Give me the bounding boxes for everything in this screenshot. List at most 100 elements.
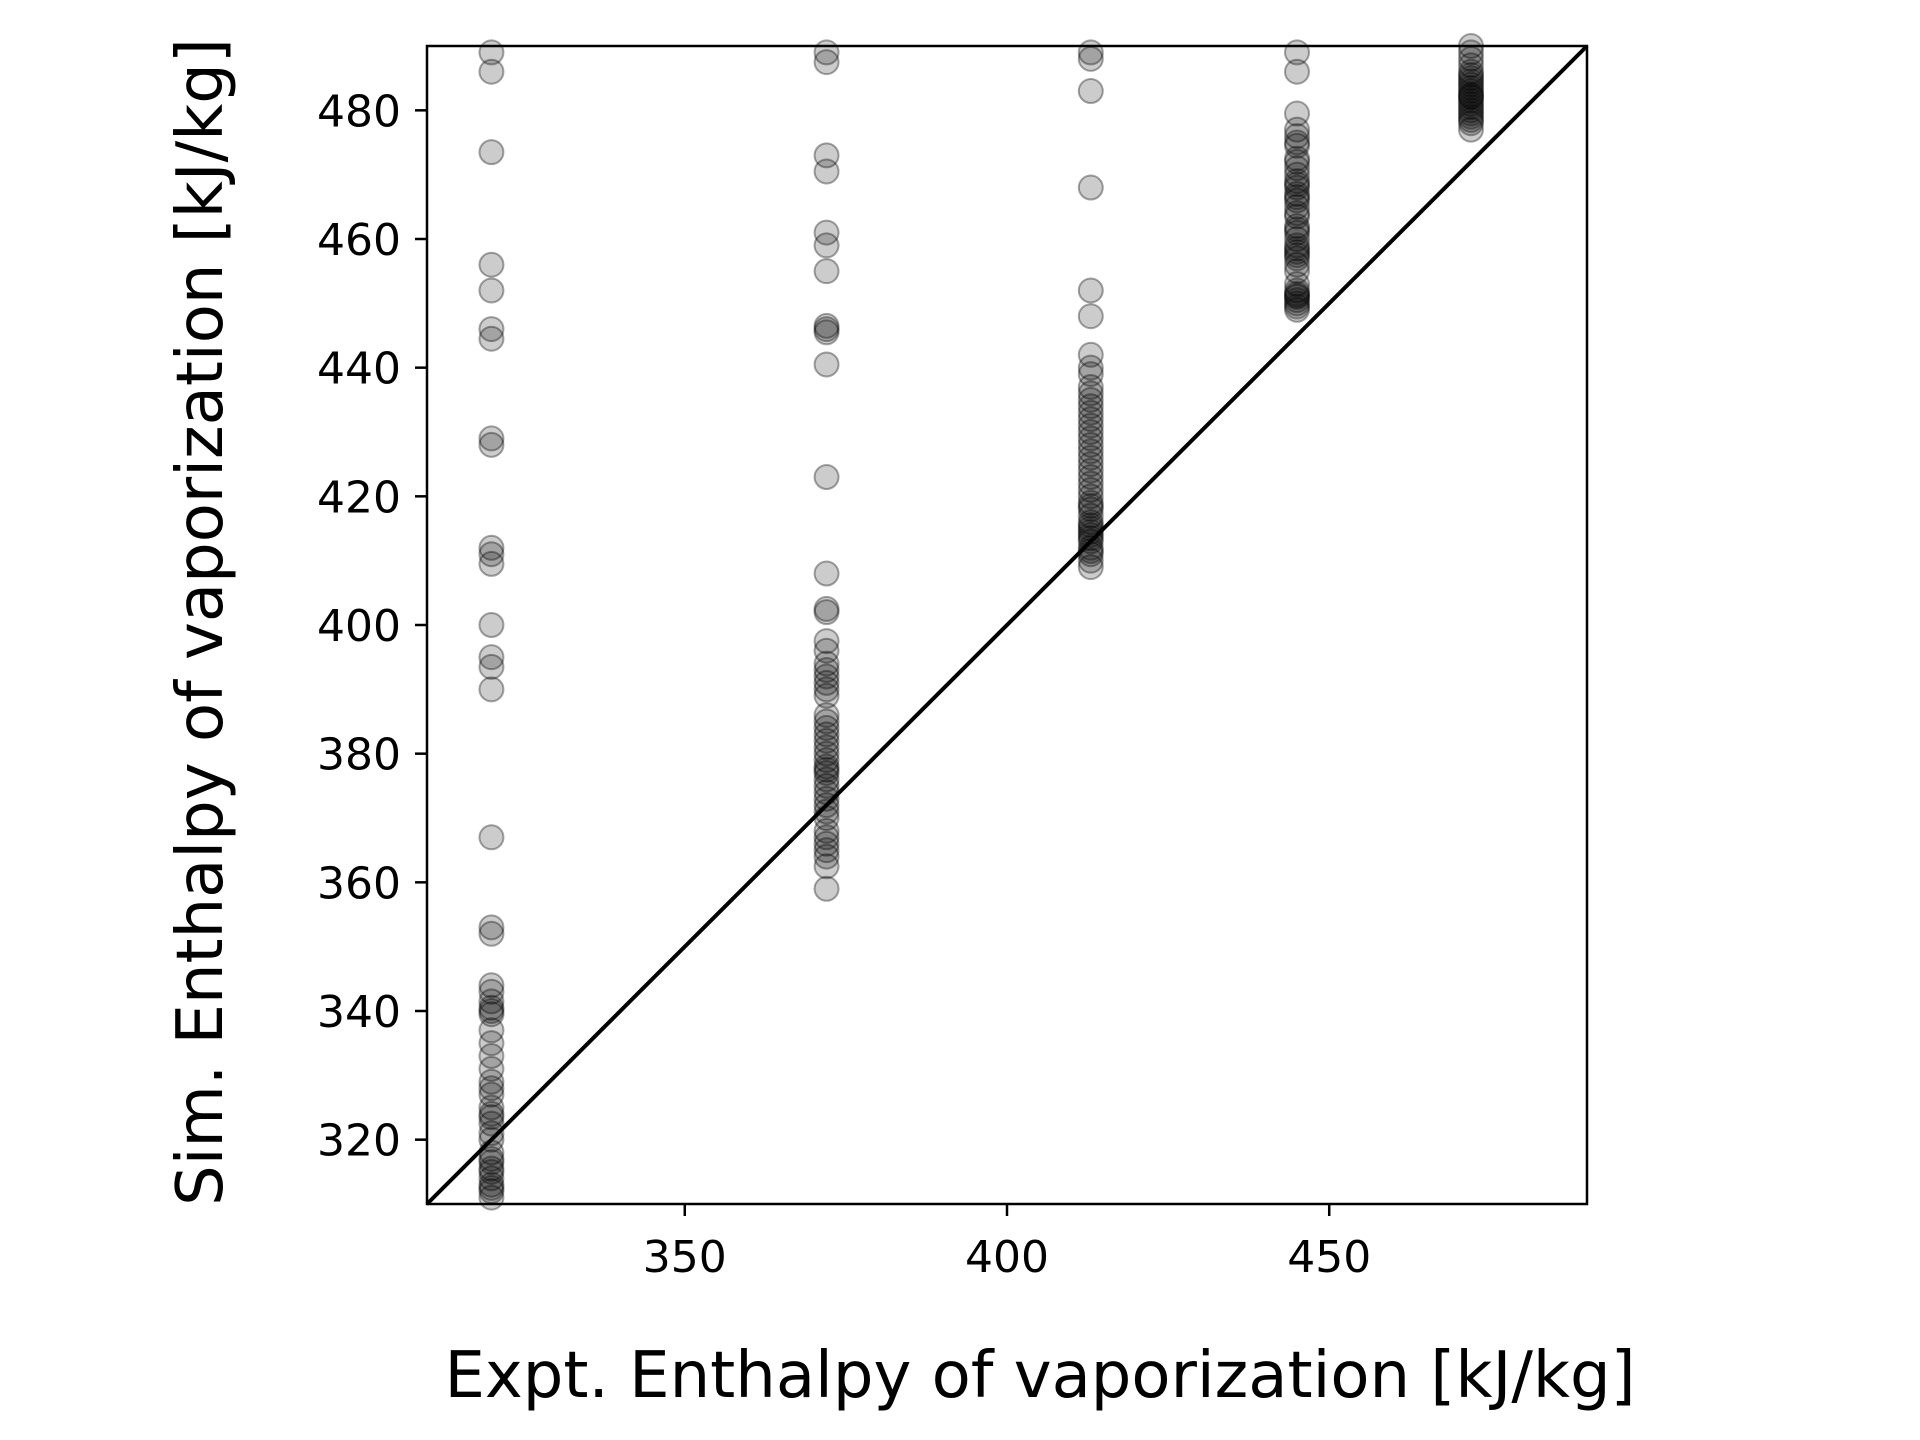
data-point bbox=[478, 541, 505, 568]
data-point bbox=[1077, 525, 1104, 552]
data-point bbox=[1284, 129, 1310, 156]
data-point bbox=[1458, 78, 1484, 105]
data-point bbox=[1284, 271, 1310, 298]
data-point bbox=[1458, 83, 1484, 110]
data-point bbox=[1458, 110, 1484, 137]
data-point bbox=[813, 49, 840, 76]
data-point bbox=[813, 766, 840, 793]
data-point bbox=[813, 853, 840, 880]
data-point bbox=[1077, 470, 1104, 497]
data-point bbox=[1284, 219, 1310, 246]
data-point bbox=[1458, 116, 1484, 143]
data-point bbox=[813, 817, 840, 844]
data-point bbox=[1458, 90, 1484, 117]
data-point bbox=[813, 759, 840, 786]
data-point bbox=[478, 1100, 505, 1127]
y-axis-ticks: 320 340 360 380 400 420 440 460 480 bbox=[317, 86, 427, 1167]
data-point bbox=[1284, 290, 1310, 317]
data-point bbox=[813, 785, 840, 812]
data-point bbox=[813, 843, 840, 870]
data-point bbox=[1458, 87, 1484, 114]
data-point bbox=[478, 653, 505, 680]
data-point bbox=[1077, 399, 1104, 426]
data-point bbox=[1077, 78, 1104, 105]
data-point bbox=[478, 1104, 505, 1131]
data-point bbox=[1077, 489, 1104, 516]
data-point bbox=[813, 837, 840, 864]
data-point bbox=[1284, 280, 1310, 307]
data-point bbox=[813, 142, 840, 169]
data-point bbox=[813, 663, 840, 690]
data-point bbox=[478, 1174, 505, 1201]
data-point bbox=[1077, 451, 1104, 478]
data-point bbox=[1458, 61, 1484, 88]
data-point bbox=[478, 1165, 505, 1192]
identity-reference-line bbox=[425, 44, 1589, 1206]
data-point bbox=[1077, 303, 1104, 330]
data-point bbox=[1284, 155, 1310, 182]
data-point bbox=[1077, 373, 1104, 400]
y-axis-label: Sim. Enthalpy of vaporization [kJ/kg] bbox=[164, 38, 238, 1206]
data-point bbox=[813, 351, 840, 378]
data-point bbox=[1284, 203, 1310, 230]
data-point bbox=[1284, 187, 1310, 214]
data-point bbox=[813, 772, 840, 799]
data-point bbox=[478, 1110, 505, 1137]
data-point bbox=[478, 534, 505, 561]
y-tick-label: 380 bbox=[317, 730, 401, 781]
data-point bbox=[478, 988, 505, 1015]
data-point bbox=[1458, 100, 1484, 127]
data-point bbox=[1284, 238, 1310, 265]
data-point bbox=[1284, 168, 1310, 195]
y-tick-label: 320 bbox=[317, 1116, 401, 1167]
data-point bbox=[813, 312, 840, 339]
data-point bbox=[1284, 245, 1310, 272]
data-point bbox=[1284, 58, 1310, 85]
x-axis-label: Expt. Enthalpy of vaporization [kJ/kg] bbox=[444, 1339, 1635, 1413]
data-point bbox=[478, 139, 505, 166]
data-point bbox=[478, 644, 505, 671]
data-point bbox=[478, 612, 505, 638]
data-point bbox=[1458, 71, 1484, 98]
data-point bbox=[1077, 380, 1104, 407]
data-point bbox=[813, 753, 840, 780]
data-point bbox=[813, 316, 840, 343]
data-point bbox=[1284, 216, 1310, 243]
data-points bbox=[478, 33, 1484, 1211]
data-point bbox=[1458, 68, 1484, 95]
data-point bbox=[813, 258, 840, 285]
data-point bbox=[1284, 251, 1310, 278]
data-point bbox=[478, 1081, 505, 1108]
data-point bbox=[478, 914, 505, 941]
data-point bbox=[478, 431, 505, 458]
data-point bbox=[1077, 361, 1104, 388]
data-point bbox=[813, 650, 840, 677]
data-point bbox=[813, 628, 840, 655]
data-point bbox=[1458, 65, 1484, 92]
data-point bbox=[813, 669, 840, 696]
data-point bbox=[813, 599, 840, 626]
data-point bbox=[1458, 97, 1484, 124]
data-point bbox=[478, 972, 505, 999]
data-point bbox=[1458, 81, 1484, 108]
data-point bbox=[478, 1075, 505, 1102]
data-point bbox=[478, 676, 505, 703]
data-point bbox=[813, 727, 840, 754]
data-point bbox=[1077, 554, 1104, 581]
data-point bbox=[478, 1171, 505, 1198]
data-point bbox=[478, 316, 505, 343]
data-point bbox=[1077, 393, 1104, 420]
data-point bbox=[1077, 431, 1104, 458]
data-point bbox=[478, 1184, 505, 1211]
data-point bbox=[813, 657, 840, 684]
data-point bbox=[478, 425, 505, 452]
data-point bbox=[1077, 509, 1104, 536]
data-point bbox=[813, 721, 840, 748]
x-tick-label: 400 bbox=[965, 1232, 1049, 1283]
data-point bbox=[1077, 386, 1104, 413]
data-point bbox=[478, 1149, 505, 1176]
data-point bbox=[813, 464, 840, 491]
data-point bbox=[1077, 521, 1104, 548]
data-point bbox=[1284, 235, 1310, 262]
data-point bbox=[478, 1043, 505, 1070]
